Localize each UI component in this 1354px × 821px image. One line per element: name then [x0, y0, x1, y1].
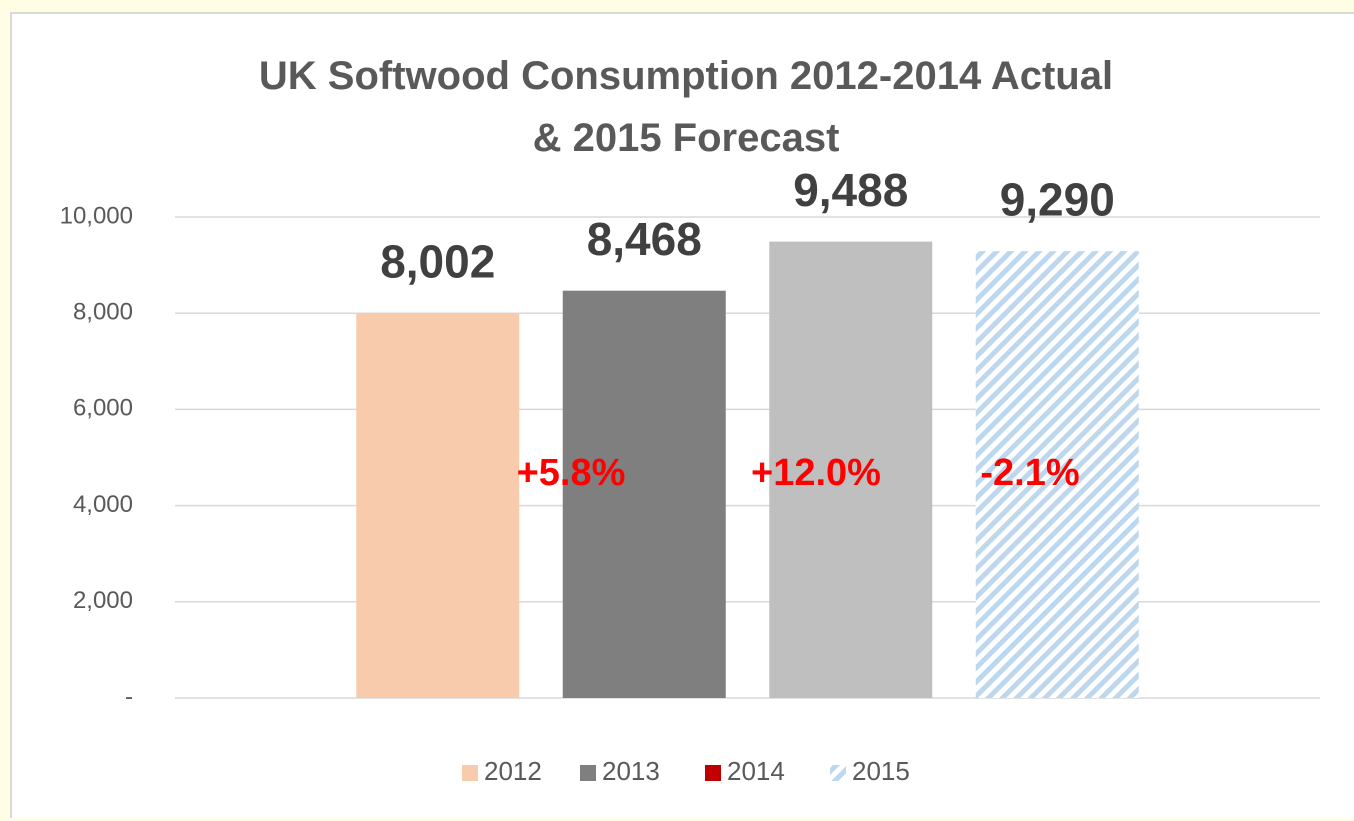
value-label: 8,468	[587, 213, 702, 265]
legend-swatch	[580, 765, 596, 781]
bar	[562, 290, 726, 698]
value-label: 9,290	[1000, 173, 1115, 225]
bar	[975, 251, 1139, 698]
bar	[769, 241, 933, 698]
legend-label: 2015	[852, 756, 910, 786]
legend-label: 2013	[602, 756, 660, 786]
y-tick-label: 4,000	[73, 491, 133, 518]
y-tick-label: 10,000	[60, 202, 133, 229]
annotation: +12.0%	[751, 452, 881, 494]
annotation: +5.8%	[517, 452, 626, 494]
value-label: 8,002	[380, 235, 495, 287]
y-tick-label: 8,000	[73, 299, 133, 326]
legend-swatch	[830, 765, 846, 781]
y-tick-label: -	[125, 683, 133, 710]
legend-label: 2012	[484, 756, 542, 786]
legend-swatch	[462, 765, 478, 781]
bar	[356, 313, 520, 698]
y-tick-label: 2,000	[73, 587, 133, 614]
legend-swatch	[705, 765, 721, 781]
value-label: 9,488	[793, 164, 908, 216]
legend-label: 2014	[727, 756, 785, 786]
chart-title: UK Softwood Consumption 2012-2014 Actual…	[259, 54, 1113, 160]
y-tick-label: 6,000	[73, 395, 133, 422]
annotation: -2.1%	[980, 452, 1079, 494]
